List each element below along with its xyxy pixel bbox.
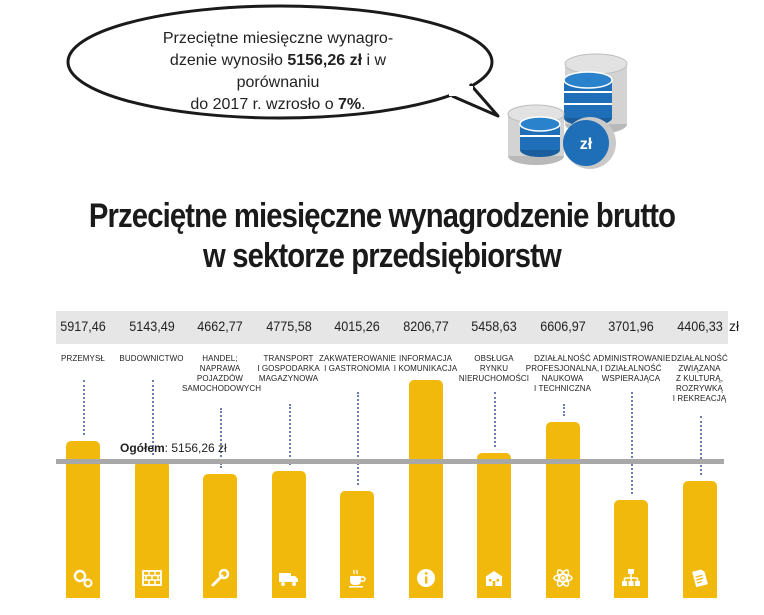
- value-label: 8206,77: [402, 318, 449, 334]
- category-label: ADMINISTROWANIE I DZIAŁALNOŚĆ WSPIERAJĄC…: [593, 354, 671, 383]
- wrench-icon: [208, 566, 232, 590]
- theatre-ticket-icon: [688, 566, 712, 590]
- leader-line: [631, 392, 633, 494]
- leader-line: [562, 404, 565, 416]
- chart-title: Przeciętne miesięczne wynagrodzenie brut…: [53, 196, 710, 276]
- buildings-icon: [482, 566, 506, 590]
- leader-line: [494, 392, 496, 447]
- bubble-line-2-prefix: dzenie wynosiło: [169, 52, 288, 69]
- leader-line: [220, 408, 222, 468]
- coffee-cup-icon: [345, 566, 369, 590]
- bubble-line-3: do 2017 r. wzrosło o 7%.: [128, 94, 428, 116]
- chart-title-line-1: Przeciętne miesięczne wynagrodzenie brut…: [88, 197, 676, 235]
- bubble-line-2: dzenie wynosiło 5156,26 zł i w porównani…: [128, 50, 428, 94]
- average-label: Ogółem: 5156,26 zł: [120, 441, 227, 455]
- category-label: DZIAŁALNOŚĆ ZWIĄZANA Z KULTURĄ, ROZRYWKĄ…: [671, 354, 728, 403]
- category-label: PRZEMYSŁ: [61, 354, 105, 363]
- leader-line: [288, 404, 291, 465]
- speech-bubble: [66, 4, 494, 120]
- bubble-line-3-suffix: .: [361, 96, 366, 113]
- value-label: 6606,97: [539, 318, 586, 334]
- value-label: 4015,26: [334, 318, 380, 334]
- category-label: BUDOWNICTWO: [119, 354, 184, 363]
- leader-line: [83, 380, 85, 435]
- category-label: DZIAŁALNOŚĆ PROFESJONALNA, NAUKOWA I TEC…: [525, 354, 600, 393]
- value-label: 5458,63: [471, 318, 517, 334]
- bricks-icon: [140, 566, 164, 590]
- category-label: HANDEL; NAPRAWA POJAZDÓW SAMOCHODOWYCH: [182, 354, 262, 393]
- leader-line: [151, 380, 154, 455]
- bubble-line-2-suffix: i w porównaniu: [236, 52, 387, 91]
- category-label: INFORMACJA I KOMUNIKACJA: [393, 354, 458, 373]
- truck-icon: [277, 566, 301, 590]
- bubble-salary-value: 5156,26 zł: [287, 52, 363, 69]
- unit-label: zł: [729, 318, 740, 334]
- bubble-growth-value: 7%: [338, 96, 362, 113]
- category-label: OBSŁUGA RYNKU NIERUCHOMOŚCI: [458, 354, 530, 383]
- category-label: ZAKWATEROWANIE I GASTRONOMIA: [319, 354, 397, 373]
- org-chart-icon: [619, 566, 643, 590]
- value-label: 4775,58: [265, 318, 312, 334]
- bubble-line-3-prefix: do 2017 r. wzrosło o: [190, 96, 339, 113]
- bar: [545, 422, 580, 598]
- value-label: 3701,96: [608, 318, 654, 334]
- bar: [408, 380, 443, 598]
- bubble-line-1: Przeciętne miesięczne wynagro-: [162, 30, 394, 47]
- average-label-value: : 5156,26 zł: [164, 441, 227, 455]
- chart-title-line-2: w sektorze przedsiębiorstw: [203, 237, 562, 275]
- info-icon: [414, 566, 438, 590]
- speech-bubble-graphic: zł: [66, 4, 628, 169]
- coins-icon: zł: [507, 53, 628, 169]
- average-line: [56, 459, 724, 464]
- value-label: 5143,49: [128, 318, 175, 334]
- leader-line: [699, 416, 702, 475]
- average-label-title: Ogółem: [120, 441, 165, 455]
- value-label: 4662,77: [197, 318, 243, 334]
- leader-line: [357, 392, 359, 485]
- bubble-text: Przeciętne miesięczne wynagro- dzenie wy…: [128, 28, 428, 116]
- value-label: 5917,46: [60, 318, 106, 334]
- value-label: 4406,33: [676, 318, 723, 334]
- value-strip: [56, 311, 728, 344]
- category-label: TRANSPORT I GOSPODARKA MAGAZYNOWA: [257, 354, 320, 383]
- atom-icon: [551, 566, 575, 590]
- gears-icon: [71, 566, 95, 590]
- coin-symbol: zł: [580, 136, 593, 153]
